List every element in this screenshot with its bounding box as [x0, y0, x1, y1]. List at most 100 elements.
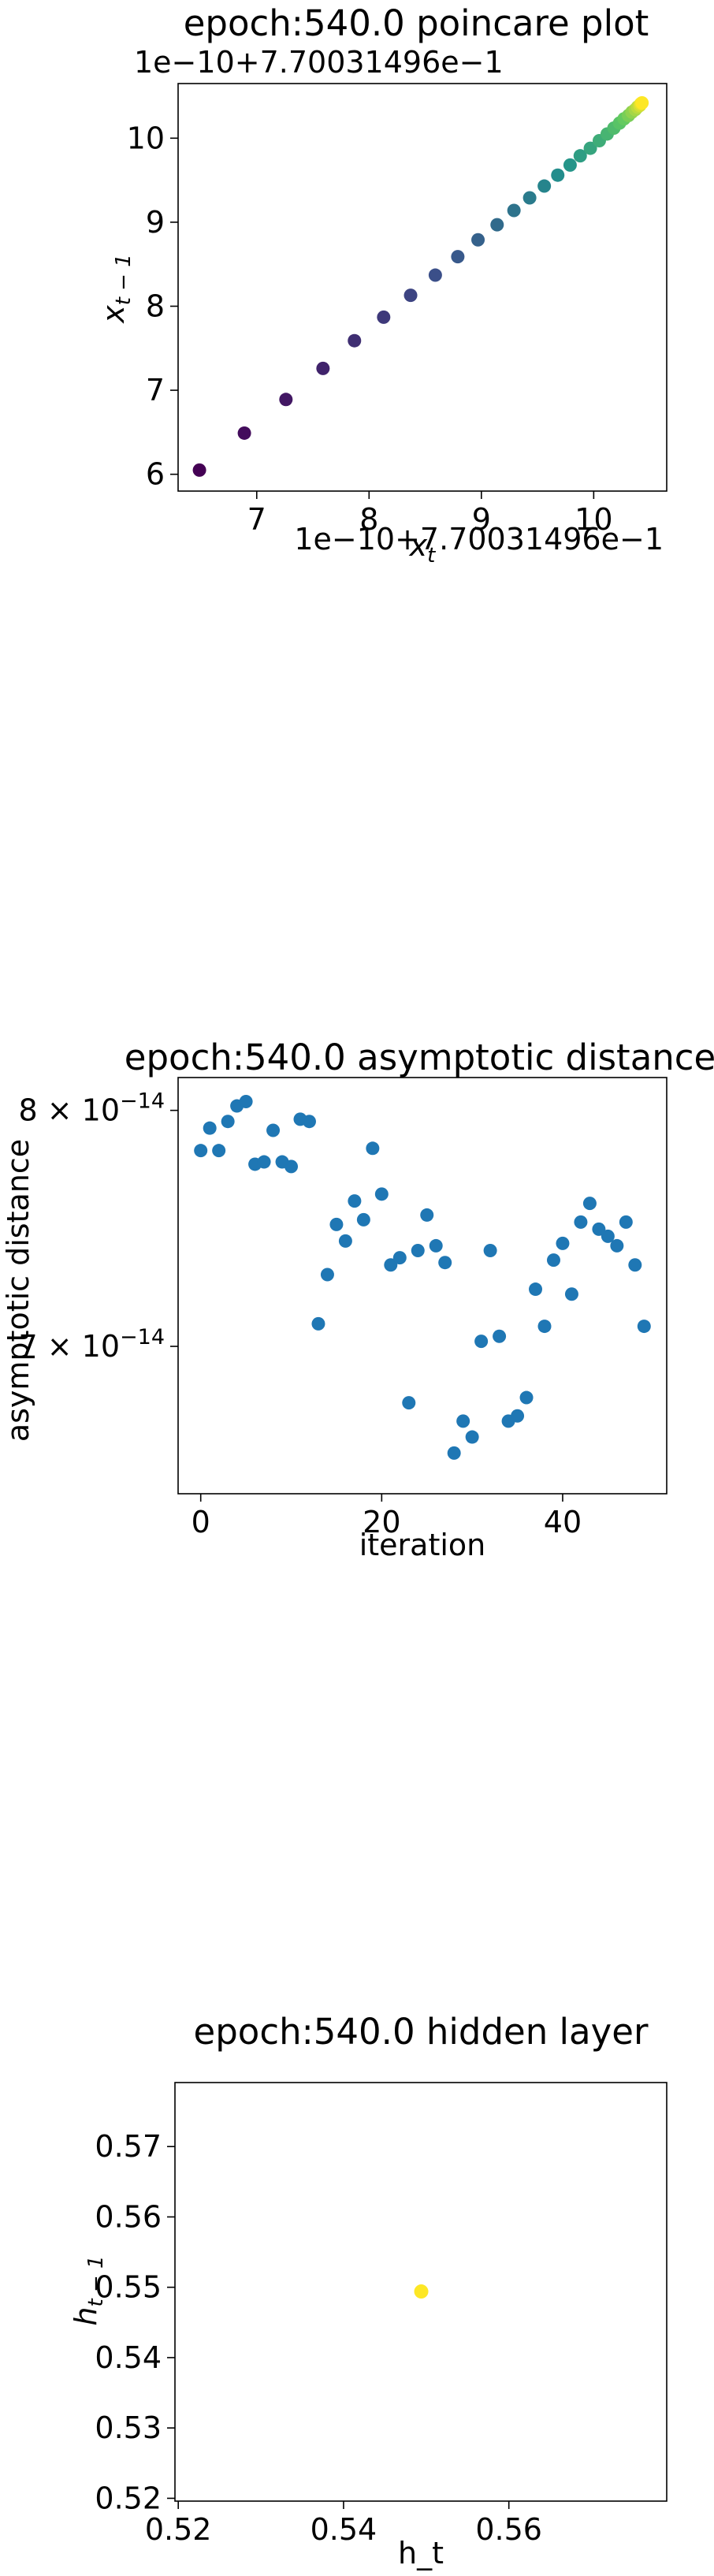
asymptotic-point: [511, 1409, 525, 1423]
hidden-points: [414, 2284, 429, 2299]
poincare-y-tick-label: 8: [146, 288, 165, 323]
asymptotic-point: [348, 1194, 362, 1208]
hidden-y-tick-label: 0.57: [95, 2129, 162, 2164]
hidden-layer-plot-area: [174, 2082, 668, 2502]
asymptotic-point: [239, 1094, 253, 1108]
asymptotic-points: [194, 1094, 651, 1460]
poincare-point: [316, 361, 330, 375]
poincare-x-offset-text: 1e−10+7.70031496e−1: [294, 522, 664, 557]
poincare-point: [428, 268, 442, 282]
poincare-point: [522, 191, 537, 205]
poincare-plot-title: epoch:540.0 poincare plot: [184, 2, 649, 44]
asymptotic-point: [574, 1215, 588, 1229]
asymptotic-point: [366, 1141, 380, 1156]
asymptotic-x-tick-label: 20: [363, 1505, 400, 1539]
hidden-point: [414, 2284, 429, 2299]
asymptotic-point: [429, 1238, 443, 1253]
asymptotic-point: [302, 1115, 316, 1129]
asymptotic-point: [483, 1243, 497, 1257]
asymptotic-point: [537, 1320, 552, 1334]
hidden-x-label: h_t: [398, 2536, 444, 2570]
poincare-y-label: xt − 1: [96, 254, 136, 324]
poincare-points: [192, 96, 649, 477]
asymptotic-point: [203, 1121, 217, 1135]
asymptotic-point: [221, 1115, 235, 1129]
poincare-point: [403, 288, 418, 303]
hidden-y-tick-label: 0.55: [95, 2270, 162, 2305]
asymptotic-point: [601, 1229, 615, 1243]
hidden-y-tick-label: 0.54: [95, 2340, 162, 2375]
poincare-x-tick-label: 9: [472, 502, 491, 537]
asymptotic-point: [582, 1197, 597, 1211]
poincare-point: [551, 168, 565, 182]
asymptotic-plot-area: [177, 1077, 668, 1495]
asymptotic-point: [456, 1414, 470, 1428]
asymptotic-point: [356, 1212, 370, 1227]
poincare-x-tick-label: 8: [359, 502, 378, 537]
asymptotic-x-tick-label: 0: [192, 1505, 210, 1539]
asymptotic-distance-title: epoch:540.0 asymptotic distance: [125, 1037, 714, 1078]
poincare-plot-panel: epoch:540.0 poincare plot 1e−10+7.700314…: [96, 2, 668, 568]
asymptotic-point: [194, 1144, 208, 1158]
poincare-y-ticks: 6 7 8 9 10: [127, 121, 178, 492]
poincare-point: [451, 250, 465, 264]
asymptotic-point: [637, 1320, 651, 1334]
asymptotic-point: [384, 1258, 398, 1272]
asymptotic-point: [420, 1208, 434, 1222]
poincare-point: [237, 426, 251, 440]
asymptotic-point: [438, 1256, 452, 1270]
poincare-point: [490, 218, 504, 232]
poincare-y-tick-label: 6: [146, 457, 165, 492]
hidden-y-ticks: 0.52 0.53 0.54 0.55 0.56 0.57: [95, 2129, 175, 2515]
asymptotic-point: [493, 1329, 507, 1343]
poincare-point: [471, 233, 485, 247]
asymptotic-distance-panel: epoch:540.0 asymptotic distance 7 × 10−1…: [1, 1037, 714, 1562]
asymptotic-point: [447, 1446, 461, 1460]
hidden-x-tick-label: 0.56: [475, 2512, 542, 2547]
asymptotic-point: [266, 1123, 281, 1137]
asymptotic-x-tick-label: 40: [544, 1505, 582, 1539]
asymptotic-point: [546, 1253, 560, 1268]
poincare-y-tick-label: 7: [146, 373, 165, 408]
asymptotic-point: [329, 1217, 344, 1231]
hidden-y-tick-label: 0.53: [95, 2410, 162, 2445]
asymptotic-point: [474, 1335, 489, 1349]
asymptotic-point: [465, 1430, 479, 1444]
asymptotic-y-label: asymptotic distance: [1, 1139, 35, 1442]
asymptotic-point: [402, 1396, 416, 1410]
poincare-x-tick-label: 7: [247, 502, 266, 537]
hidden-y-tick-label: 0.56: [95, 2199, 162, 2234]
asymptotic-point: [529, 1282, 543, 1297]
asymptotic-point: [610, 1238, 624, 1253]
hidden-x-ticks: 0.52 0.54 0.56: [145, 2501, 542, 2547]
poincare-point: [377, 310, 391, 324]
hidden-x-tick-label: 0.54: [311, 2512, 377, 2547]
hidden-layer-title: epoch:540.0 hidden layer: [194, 2011, 649, 2053]
hidden-y-label: ht − 1: [69, 2255, 108, 2325]
asymptotic-point: [411, 1243, 425, 1257]
asymptotic-point: [212, 1144, 226, 1158]
poincare-point: [537, 179, 552, 193]
asymptotic-y-tick-label: 7 × 10−14: [18, 1325, 165, 1364]
poincare-x-ticks: 7 8 9 10: [247, 491, 613, 537]
poincare-point: [507, 203, 521, 218]
poincare-point: [279, 393, 293, 407]
asymptotic-point: [392, 1251, 407, 1265]
asymptotic-point: [619, 1215, 633, 1229]
poincare-plot-area: [177, 83, 668, 492]
poincare-y-tick-label: 9: [146, 205, 165, 240]
asymptotic-point: [284, 1160, 299, 1174]
asymptotic-point: [338, 1234, 352, 1248]
poincare-x-tick-label: 10: [575, 502, 612, 537]
asymptotic-y-tick-label: 8 × 10−14: [18, 1089, 165, 1128]
asymptotic-x-ticks: 0 20 40: [192, 1494, 582, 1539]
hidden-layer-panel: epoch:540.0 hidden layer 0.520.530.540.5…: [69, 2011, 668, 2570]
poincare-point: [563, 158, 577, 172]
asymptotic-point: [320, 1268, 334, 1282]
poincare-point: [635, 96, 649, 110]
poincare-point: [192, 463, 206, 477]
asymptotic-point: [592, 1222, 606, 1236]
asymptotic-x-label: iteration: [359, 1528, 486, 1562]
poincare-point: [573, 149, 587, 163]
